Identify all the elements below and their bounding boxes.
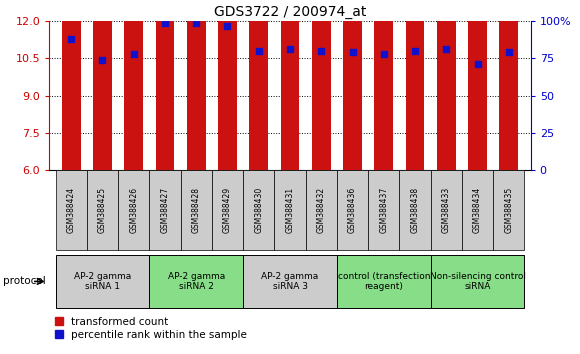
Text: GSM388426: GSM388426	[129, 187, 138, 233]
Text: GSM388424: GSM388424	[67, 187, 75, 233]
Point	[441, 47, 451, 52]
Bar	[93, 0, 112, 170]
Bar	[468, 0, 487, 170]
Text: AP-2 gamma
siRNA 2: AP-2 gamma siRNA 2	[168, 272, 225, 291]
FancyBboxPatch shape	[337, 170, 368, 250]
FancyBboxPatch shape	[493, 170, 524, 250]
Text: GSM388436: GSM388436	[348, 187, 357, 233]
Text: GSM388425: GSM388425	[98, 187, 107, 233]
FancyBboxPatch shape	[149, 255, 243, 308]
Bar	[312, 0, 331, 170]
Point	[254, 48, 263, 54]
FancyBboxPatch shape	[87, 170, 118, 250]
Bar	[375, 0, 393, 170]
Bar	[218, 0, 237, 170]
Bar	[155, 0, 175, 170]
Point	[504, 50, 513, 55]
Point	[473, 62, 482, 67]
Bar	[62, 0, 81, 170]
Legend: transformed count, percentile rank within the sample: transformed count, percentile rank withi…	[55, 317, 247, 340]
Bar	[281, 0, 299, 170]
Point	[67, 36, 76, 42]
Point	[160, 20, 169, 25]
Point	[98, 57, 107, 63]
Text: protocol: protocol	[3, 276, 46, 286]
Point	[191, 20, 201, 25]
Text: GSM388427: GSM388427	[161, 187, 169, 233]
FancyBboxPatch shape	[243, 255, 337, 308]
Point	[317, 48, 326, 54]
FancyBboxPatch shape	[337, 255, 431, 308]
Text: GSM388437: GSM388437	[379, 187, 388, 233]
FancyBboxPatch shape	[431, 255, 524, 308]
Point	[129, 51, 139, 57]
Bar	[437, 0, 456, 170]
Title: GDS3722 / 200974_at: GDS3722 / 200974_at	[214, 5, 366, 19]
Bar	[499, 0, 518, 170]
Text: GSM388438: GSM388438	[411, 187, 419, 233]
Point	[411, 48, 420, 54]
FancyBboxPatch shape	[56, 255, 149, 308]
Text: GSM388428: GSM388428	[192, 187, 201, 233]
FancyBboxPatch shape	[306, 170, 337, 250]
FancyBboxPatch shape	[118, 170, 149, 250]
FancyBboxPatch shape	[431, 170, 462, 250]
Text: GSM388434: GSM388434	[473, 187, 482, 233]
Point	[379, 51, 389, 57]
Point	[285, 47, 295, 52]
Text: GSM388432: GSM388432	[317, 187, 326, 233]
FancyBboxPatch shape	[400, 170, 431, 250]
FancyBboxPatch shape	[56, 170, 87, 250]
Text: GSM388433: GSM388433	[442, 187, 451, 233]
FancyBboxPatch shape	[149, 170, 180, 250]
Text: GSM388435: GSM388435	[505, 187, 513, 233]
Bar	[124, 0, 143, 170]
Text: GSM388430: GSM388430	[254, 187, 263, 233]
Point	[223, 23, 232, 29]
Text: control (transfection
reagent): control (transfection reagent)	[338, 272, 430, 291]
Text: AP-2 gamma
siRNA 1: AP-2 gamma siRNA 1	[74, 272, 131, 291]
FancyBboxPatch shape	[180, 170, 212, 250]
Bar	[405, 0, 425, 170]
FancyBboxPatch shape	[212, 170, 243, 250]
Text: GSM388429: GSM388429	[223, 187, 232, 233]
FancyBboxPatch shape	[368, 170, 400, 250]
FancyBboxPatch shape	[462, 170, 493, 250]
Bar	[187, 0, 205, 170]
Point	[348, 50, 357, 55]
FancyBboxPatch shape	[274, 170, 306, 250]
Text: AP-2 gamma
siRNA 3: AP-2 gamma siRNA 3	[262, 272, 318, 291]
Bar	[343, 0, 362, 170]
FancyBboxPatch shape	[243, 170, 274, 250]
Bar	[249, 0, 268, 170]
Text: Non-silencing control
siRNA: Non-silencing control siRNA	[430, 272, 525, 291]
Text: GSM388431: GSM388431	[285, 187, 295, 233]
